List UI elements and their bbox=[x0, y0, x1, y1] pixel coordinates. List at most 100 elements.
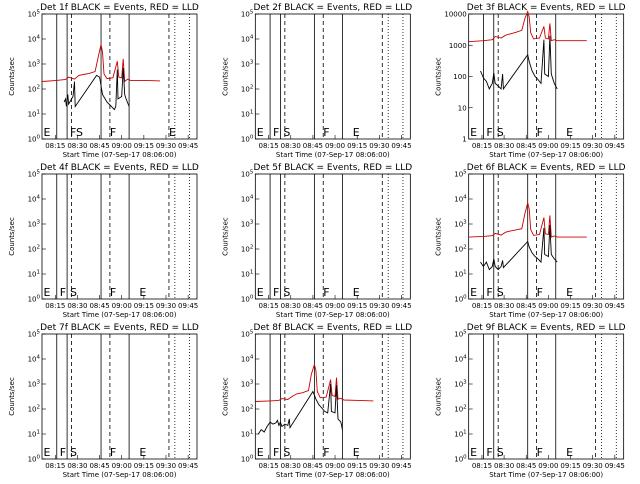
segment-marker-e: E bbox=[169, 126, 176, 139]
x-tick-label: 08:30 bbox=[494, 142, 514, 150]
x-axis-label: Start Time (07-Sep-17 08:06:00) bbox=[276, 311, 390, 319]
y-tick-label: 102 bbox=[28, 245, 40, 254]
segment-marker-f: F bbox=[486, 286, 492, 299]
segment-marker-f: F bbox=[110, 446, 116, 459]
plot-frame bbox=[41, 333, 198, 460]
chart-title: Det 8f BLACK = Events, RED = LLD bbox=[253, 323, 412, 333]
x-tick-label: 09:00 bbox=[112, 462, 132, 470]
segment-marker-e: E bbox=[257, 446, 264, 459]
detector-panel-4: Det 4f BLACK = Events, RED = LLD 100 101 10… bbox=[8, 163, 199, 319]
x-tick-label: 09:00 bbox=[112, 302, 132, 310]
x-tick-label: 09:30 bbox=[583, 462, 603, 470]
y-axis-label: Counts/sec bbox=[221, 57, 229, 96]
segment-marker-e: E bbox=[257, 126, 264, 139]
x-tick-label: 09:15 bbox=[560, 142, 580, 150]
x-tick-label: 09:30 bbox=[369, 462, 389, 470]
x-axis-label: Start Time (07-Sep-17 08:06:00) bbox=[276, 151, 390, 159]
chart-title: Det 2f BLACK = Events, RED = LLD bbox=[253, 3, 412, 13]
y-tick-label: 100 bbox=[241, 455, 254, 464]
segment-marker-s: S bbox=[70, 446, 77, 459]
x-tick-label: 08:15 bbox=[259, 302, 279, 310]
x-tick-label: 09:15 bbox=[134, 142, 154, 150]
events-series-line bbox=[257, 383, 343, 435]
y-tick-label: 101 bbox=[454, 430, 466, 439]
x-tick-label: 09:45 bbox=[178, 142, 198, 150]
detector-panel-7: Det 7f BLACK = Events, RED = LLD 100 101 10… bbox=[8, 323, 199, 479]
x-tick-label: 09:15 bbox=[347, 462, 367, 470]
x-tick-label: 08:15 bbox=[45, 302, 65, 310]
segment-marker-s: S bbox=[283, 126, 290, 139]
x-tick-label: 08:30 bbox=[281, 462, 301, 470]
events-series-line bbox=[63, 67, 130, 111]
y-tick-label: 100 bbox=[241, 135, 254, 144]
y-tick-label: 100 bbox=[241, 295, 254, 304]
y-tick-label: 103 bbox=[454, 220, 467, 229]
segment-marker-f: F bbox=[60, 446, 66, 459]
x-tick-label: 09:45 bbox=[605, 462, 625, 470]
x-tick-label: 09:30 bbox=[156, 142, 176, 150]
segment-marker-s: S bbox=[76, 126, 83, 139]
segment-marker-f: F bbox=[486, 446, 492, 459]
x-tick-label: 08:45 bbox=[516, 142, 536, 150]
chart-title: Det 5f BLACK = Events, RED = LLD bbox=[253, 163, 412, 173]
y-tick-label: 105 bbox=[28, 330, 41, 339]
lld-series-line bbox=[468, 202, 587, 238]
y-axis-label: Counts/sec bbox=[8, 377, 16, 416]
y-tick-label: 104 bbox=[241, 195, 254, 204]
y-tick-label: 100 bbox=[28, 455, 41, 464]
x-tick-label: 09:45 bbox=[178, 302, 198, 310]
chart-title: Det 6f BLACK = Events, RED = LLD bbox=[467, 163, 626, 173]
x-tick-label: 08:45 bbox=[89, 462, 109, 470]
segment-marker-s: S bbox=[283, 286, 290, 299]
lld-series-line bbox=[41, 44, 161, 83]
y-tick-label: 105 bbox=[241, 330, 254, 339]
x-axis-label: Start Time (07-Sep-17 08:06:00) bbox=[276, 471, 390, 479]
segment-marker-e: E bbox=[470, 446, 477, 459]
segment-marker-f: F bbox=[110, 126, 116, 139]
y-tick-label: 1000 bbox=[449, 42, 467, 50]
y-tick-label: 103 bbox=[241, 220, 254, 229]
plot-frame bbox=[468, 13, 625, 140]
x-tick-label: 09:15 bbox=[560, 302, 580, 310]
x-tick-label: 09:00 bbox=[538, 302, 558, 310]
segment-marker-f: F bbox=[70, 126, 76, 139]
x-axis-label: Start Time (07-Sep-17 08:06:00) bbox=[63, 471, 177, 479]
y-tick-label: 101 bbox=[241, 270, 253, 279]
plot-frame bbox=[41, 13, 198, 140]
x-tick-label: 08:15 bbox=[45, 142, 65, 150]
x-tick-label: 09:45 bbox=[391, 302, 411, 310]
segment-marker-s: S bbox=[70, 286, 77, 299]
segment-marker-e: E bbox=[353, 126, 360, 139]
x-tick-label: 08:30 bbox=[67, 302, 87, 310]
detector-panel-8: Det 8f BLACK = Events, RED = LLD 100 101 10… bbox=[221, 323, 412, 479]
segment-marker-s: S bbox=[497, 446, 504, 459]
y-tick-label: 100 bbox=[454, 455, 467, 464]
events-series-line bbox=[480, 35, 558, 91]
plot-frame bbox=[254, 333, 411, 460]
y-tick-label: 105 bbox=[241, 10, 254, 19]
x-tick-label: 09:15 bbox=[347, 142, 367, 150]
y-tick-label: 104 bbox=[28, 355, 41, 364]
x-tick-label: 08:15 bbox=[45, 462, 65, 470]
plot-frame bbox=[468, 333, 625, 460]
x-axis-label: Start Time (07-Sep-17 08:06:00) bbox=[63, 311, 177, 319]
x-tick-label: 09:15 bbox=[560, 462, 580, 470]
detector-panel-3: Det 3f BLACK = Events, RED = LLD 1 10 100 10… bbox=[435, 3, 626, 159]
plot-frame bbox=[254, 173, 411, 300]
y-tick-label: 102 bbox=[28, 405, 40, 414]
x-tick-label: 08:45 bbox=[516, 462, 536, 470]
y-tick-label: 10000 bbox=[444, 11, 466, 19]
x-tick-label: 09:00 bbox=[112, 142, 132, 150]
x-tick-label: 09:30 bbox=[156, 302, 176, 310]
x-tick-label: 08:45 bbox=[89, 142, 109, 150]
plot-frame bbox=[468, 173, 625, 300]
segment-marker-s: S bbox=[497, 126, 504, 139]
detector-panel-1: Det 1f BLACK = Events, RED = LLD 100 101 10… bbox=[8, 3, 199, 159]
y-axis-label: Counts/sec bbox=[435, 217, 443, 256]
y-tick-label: 103 bbox=[28, 60, 41, 69]
segment-marker-f: F bbox=[60, 286, 66, 299]
x-tick-label: 09:00 bbox=[325, 142, 345, 150]
segment-marker-s: S bbox=[497, 286, 504, 299]
x-tick-label: 08:30 bbox=[281, 142, 301, 150]
